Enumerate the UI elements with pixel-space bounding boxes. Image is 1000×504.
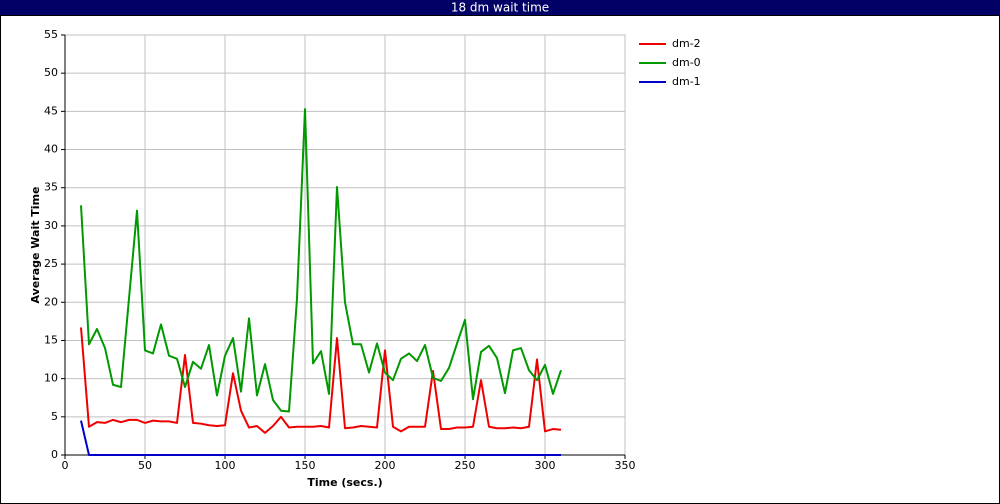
- x-axis-label: Time (secs.): [307, 476, 382, 489]
- legend-label: dm-2: [672, 37, 701, 50]
- x-tick-label: 150: [295, 459, 316, 472]
- y-tick-label: 45: [44, 104, 58, 117]
- y-tick-label: 50: [44, 66, 58, 79]
- series-line: [80, 108, 562, 413]
- x-tick-label: 350: [615, 459, 636, 472]
- series-line: [80, 420, 561, 456]
- x-tick-label: 200: [375, 459, 396, 472]
- x-tick-label: 0: [62, 459, 69, 472]
- plot-area: [64, 34, 626, 456]
- title-bar: [0, 0, 1000, 15]
- y-tick-label: 35: [44, 181, 58, 194]
- y-tick-label: 20: [44, 295, 58, 308]
- y-tick-label: 25: [44, 257, 58, 270]
- x-tick-label: 300: [535, 459, 556, 472]
- chart-title: 18 dm wait time: [451, 1, 549, 15]
- legend-label: dm-0: [672, 56, 701, 69]
- x-tick-label: 50: [138, 459, 152, 472]
- x-tick-label: 100: [215, 459, 236, 472]
- series-line: [80, 327, 562, 434]
- y-tick-label: 15: [44, 333, 58, 346]
- y-tick-label: 5: [51, 410, 58, 423]
- y-tick-label: 10: [44, 372, 58, 385]
- y-tick-label: 30: [44, 219, 58, 232]
- y-tick-label: 55: [44, 28, 58, 41]
- y-tick-label: 0: [51, 448, 58, 461]
- x-tick-label: 250: [455, 459, 476, 472]
- y-tick-label: 40: [44, 143, 58, 156]
- legend-label: dm-1: [672, 75, 701, 88]
- y-axis-label: Average Wait Time: [29, 187, 42, 304]
